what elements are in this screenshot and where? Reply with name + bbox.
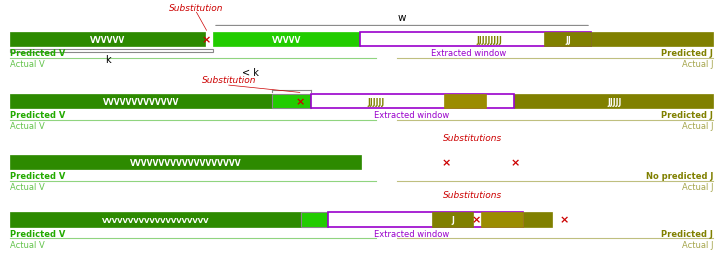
- Text: ×: ×: [202, 35, 211, 45]
- Text: Predicted J: Predicted J: [661, 111, 713, 120]
- Text: Predicted V: Predicted V: [10, 111, 65, 120]
- Text: Actual V: Actual V: [10, 183, 45, 192]
- Text: Actual V: Actual V: [10, 240, 45, 249]
- Text: JJ: JJ: [565, 36, 571, 45]
- Bar: [10, 95, 272, 109]
- Text: Extracted window: Extracted window: [374, 111, 450, 120]
- Bar: [10, 33, 205, 47]
- Bar: [312, 95, 514, 109]
- Text: Substitutions: Substitutions: [443, 190, 502, 199]
- Text: Predicted V: Predicted V: [10, 229, 65, 238]
- Text: ×: ×: [295, 97, 304, 107]
- Bar: [432, 213, 474, 227]
- Bar: [272, 95, 312, 109]
- Text: Actual V: Actual V: [10, 122, 45, 131]
- Bar: [10, 50, 213, 53]
- Bar: [301, 213, 328, 227]
- Bar: [213, 33, 360, 47]
- Text: Actual J: Actual J: [682, 122, 713, 131]
- Text: ×: ×: [559, 215, 568, 225]
- Text: Predicted J: Predicted J: [661, 49, 713, 58]
- Text: Actual J: Actual J: [682, 183, 713, 192]
- Text: VVVVVV: VVVVVV: [90, 36, 125, 45]
- Bar: [10, 156, 362, 170]
- Text: Predicted J: Predicted J: [661, 229, 713, 238]
- Text: J: J: [451, 215, 454, 224]
- Text: JJJJJ: JJJJJ: [607, 98, 622, 106]
- Bar: [328, 213, 523, 227]
- Text: Substitution: Substitution: [202, 76, 256, 85]
- Text: Extracted window: Extracted window: [374, 229, 450, 238]
- Text: No predicted J: No predicted J: [646, 172, 713, 181]
- Bar: [10, 213, 301, 227]
- Text: VVVVV: VVVVV: [272, 36, 301, 45]
- Text: VVVVVVVVVVVVV: VVVVVVVVVVVVV: [103, 98, 179, 106]
- Text: Actual J: Actual J: [682, 240, 713, 249]
- Text: JJJJJJ: JJJJJJ: [367, 98, 385, 106]
- Text: Predicted V: Predicted V: [10, 49, 65, 58]
- Text: Actual V: Actual V: [10, 60, 45, 69]
- Bar: [591, 33, 713, 47]
- Bar: [514, 95, 713, 109]
- Text: Substitutions: Substitutions: [443, 133, 502, 142]
- Bar: [444, 95, 486, 109]
- Bar: [360, 33, 591, 47]
- Text: Substitution: Substitution: [169, 4, 223, 12]
- Text: Predicted V: Predicted V: [10, 172, 65, 181]
- Text: k: k: [106, 54, 111, 65]
- Text: ×: ×: [511, 158, 521, 168]
- Bar: [523, 213, 552, 227]
- Text: VVVVVVVVVVVVVVVVVVVV: VVVVVVVVVVVVVVVVVVVV: [101, 217, 209, 223]
- Bar: [544, 33, 591, 47]
- Text: w: w: [398, 13, 406, 23]
- Text: Extracted window: Extracted window: [432, 49, 507, 58]
- Text: VVVVVVVVVVVVVVVVVVV: VVVVVVVVVVVVVVVVVVV: [130, 158, 241, 167]
- Text: < k: < k: [242, 68, 259, 77]
- Text: Actual J: Actual J: [682, 60, 713, 69]
- Text: ×: ×: [442, 158, 451, 168]
- Text: ×: ×: [471, 215, 481, 225]
- Bar: [481, 213, 523, 227]
- Text: JJJJJJJJJ: JJJJJJJJJ: [476, 36, 502, 45]
